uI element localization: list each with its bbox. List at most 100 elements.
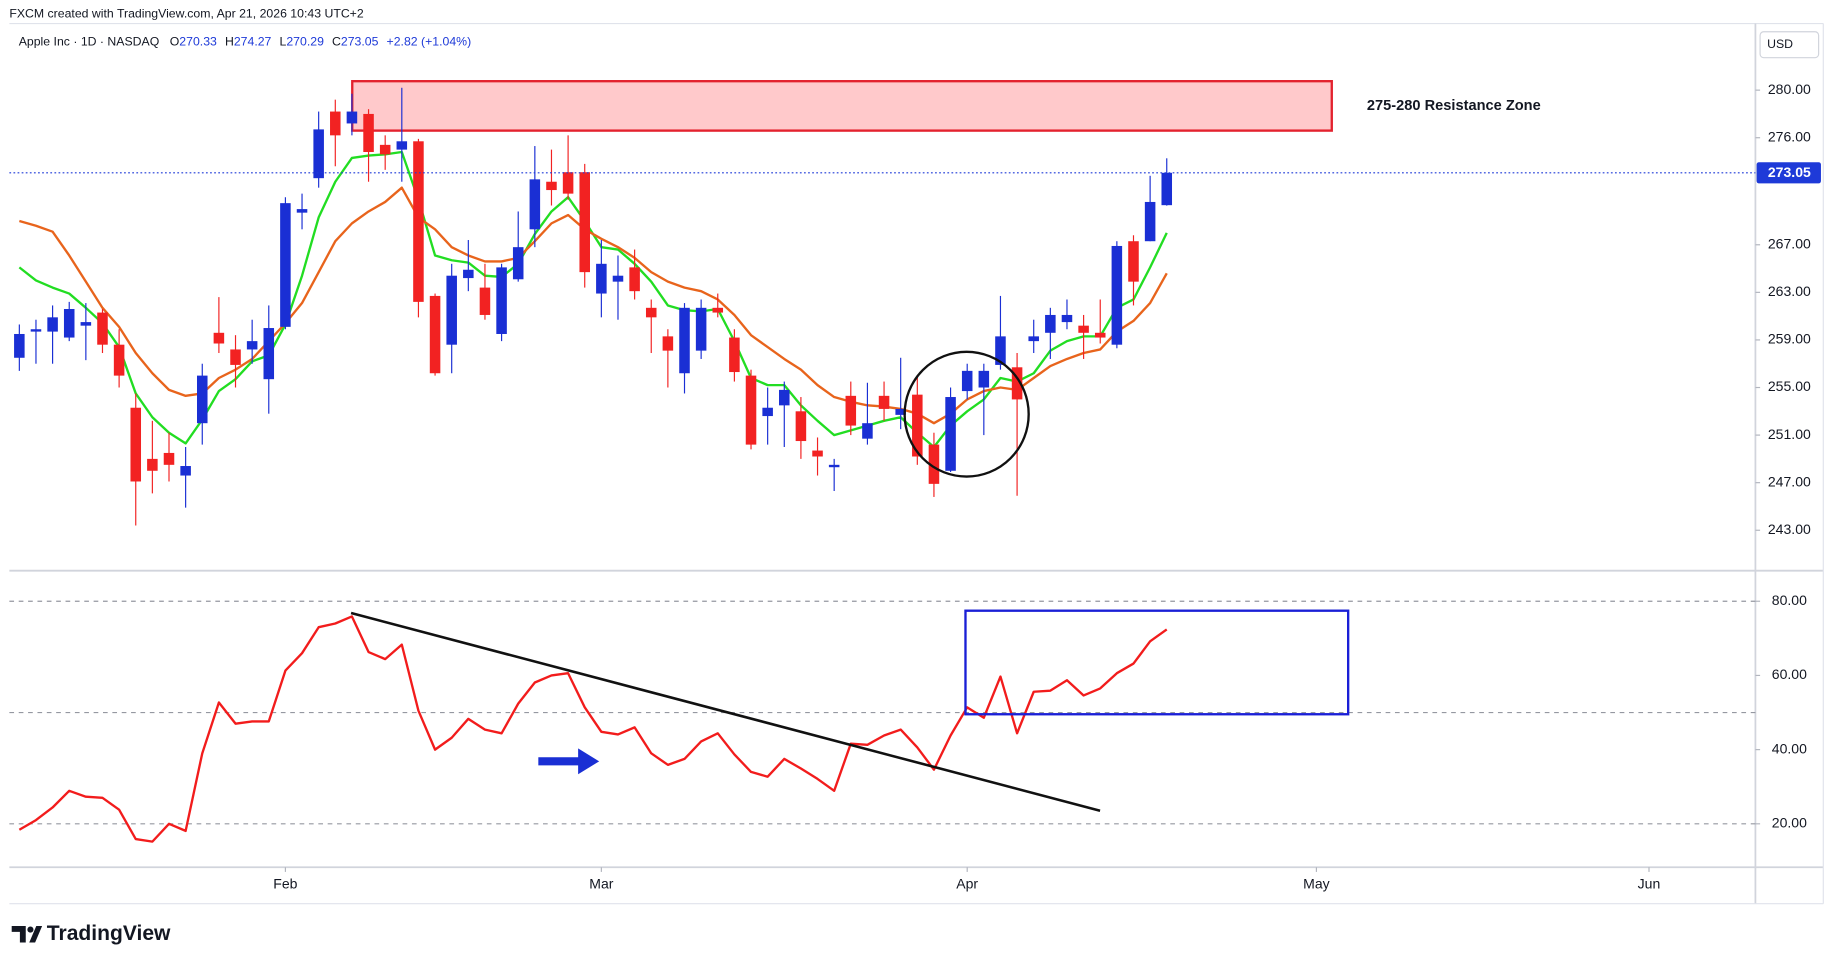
candle-body <box>629 267 640 292</box>
candle-body <box>280 203 291 327</box>
last-price-box <box>1756 162 1821 184</box>
candle-body <box>878 395 890 409</box>
candle-body <box>1028 336 1039 342</box>
ohlc-value: 274.27 <box>234 35 272 49</box>
candle-body <box>712 307 724 313</box>
candle-body <box>529 179 541 230</box>
candle-body <box>313 129 324 179</box>
y-tick-label: 267.00 <box>1768 235 1811 251</box>
candle-body <box>1094 332 1106 338</box>
candle-body <box>246 341 258 350</box>
y-tick-label: 263.00 <box>1768 283 1811 299</box>
y-tick-label: 60.00 <box>1772 666 1807 682</box>
candle-body <box>762 407 773 417</box>
candle-body <box>63 309 75 338</box>
candle-body <box>496 267 507 334</box>
candle-body <box>346 111 358 124</box>
candle-body <box>147 458 158 471</box>
logo-text: TradingView <box>47 922 171 945</box>
candle-body <box>1111 245 1123 345</box>
logo-mark <box>11 926 43 943</box>
y-tick-label: 40.00 <box>1772 740 1807 756</box>
candle-body <box>1011 367 1023 400</box>
change: +2.82 (+1.04%) <box>387 35 472 49</box>
candle-body <box>978 370 990 388</box>
candle-body <box>80 322 92 326</box>
trend-line <box>350 611 1101 812</box>
y-tick-label: 80.00 <box>1772 592 1807 608</box>
highlight-circle <box>903 350 1030 478</box>
candle-body <box>562 172 574 194</box>
x-tick-label: Jun <box>1638 876 1661 892</box>
ohlc-prefix: H <box>225 35 234 49</box>
y-tick-label: 259.00 <box>1768 331 1811 347</box>
candle-body <box>429 295 441 374</box>
header: FXCM created with TradingView.com, Apr 2… <box>9 6 363 20</box>
y-tick-label: 280.00 <box>1768 81 1811 97</box>
resistance-zone <box>351 80 1333 132</box>
logo: TradingView <box>11 922 171 945</box>
currency-box[interactable] <box>1759 31 1820 59</box>
y-tick-label: 251.00 <box>1768 426 1811 442</box>
candle-body <box>396 141 408 150</box>
candle-body <box>213 332 225 344</box>
candle-body <box>828 464 840 468</box>
candle-body <box>912 394 923 457</box>
candle-body <box>479 287 491 315</box>
ohlc-value: 270.29 <box>286 35 324 49</box>
candle-body <box>695 307 707 351</box>
y-tick-label: 20.00 <box>1772 815 1807 831</box>
candle-body <box>945 397 956 471</box>
y-tick-label: 243.00 <box>1768 521 1811 537</box>
y-tick-label: 255.00 <box>1768 378 1811 394</box>
candle-body <box>1161 172 1173 206</box>
candle-body <box>263 328 275 380</box>
candle-body <box>130 407 142 482</box>
ohlc-prefix: C <box>332 35 341 49</box>
candle-body <box>895 408 906 415</box>
ohlc-prefix: O <box>170 35 180 49</box>
candle-body <box>379 144 391 155</box>
ohlc-value: 270.33 <box>179 35 217 49</box>
candle-body <box>596 263 607 294</box>
rsi-box <box>964 609 1350 716</box>
y-tick-label: 247.00 <box>1768 473 1811 489</box>
arrow-head <box>578 748 600 775</box>
candle-body <box>862 423 873 439</box>
candle-body <box>928 444 940 484</box>
moving-average <box>18 150 1168 449</box>
candle-body <box>845 395 857 426</box>
candle-body <box>97 312 108 345</box>
candle-body <box>1128 241 1139 282</box>
candle-body <box>729 337 740 373</box>
legend: Apple Inc · 1D · NASDAQ O270.33 H274.27 … <box>19 35 471 49</box>
candle-body <box>196 375 208 424</box>
x-tick-label: Feb <box>273 876 297 892</box>
x-tick-label: Apr <box>956 876 978 892</box>
candle-body <box>679 307 690 374</box>
candle-body <box>645 307 657 318</box>
candle-body <box>446 275 457 345</box>
candle-body <box>163 452 175 465</box>
candle-body <box>512 247 524 280</box>
candle-body <box>363 113 374 152</box>
ohlc-value: 273.05 <box>341 35 379 49</box>
candle-body <box>779 389 790 406</box>
candle-body <box>113 344 125 376</box>
marks: 243.00 247.00 251.00 255.00 259.00 263.00 267.… <box>9 81 1821 892</box>
ohlc-prefix: L <box>280 35 287 49</box>
candle-body <box>30 329 42 332</box>
currency: USD <box>1767 37 1793 51</box>
candle-body <box>961 370 973 392</box>
candle-body <box>463 269 474 279</box>
symbol: Apple Inc · 1D · NASDAQ <box>19 35 160 49</box>
candle-body <box>612 275 624 282</box>
candle-body <box>745 375 757 445</box>
candle-body <box>795 411 807 442</box>
rsi-line <box>18 615 1168 843</box>
moving-average <box>19 186 1168 425</box>
zone-label: 275-280 Resistance Zone <box>1367 98 1541 114</box>
candle-body <box>413 141 424 302</box>
candle-body <box>995 336 1006 365</box>
